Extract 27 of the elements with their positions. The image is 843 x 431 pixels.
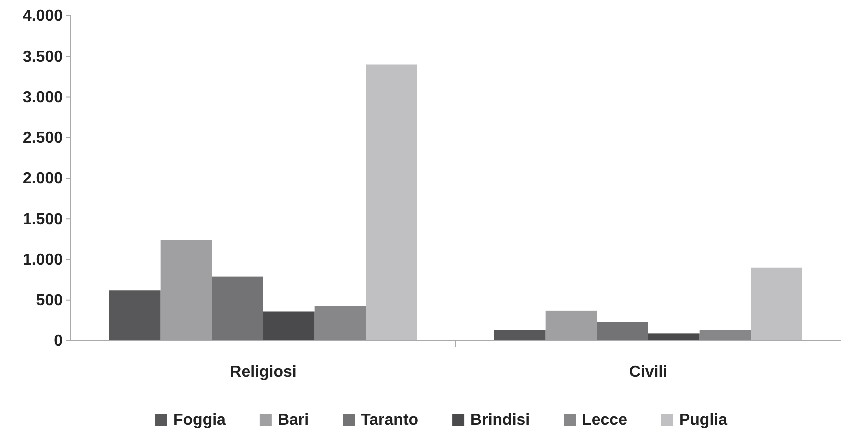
y-tick-label: 3.000 [22, 89, 64, 106]
legend-label: Lecce [582, 412, 628, 429]
legend-label: Brindisi [470, 412, 530, 429]
x-tick-label: Religiosi [230, 364, 297, 381]
bar [751, 268, 802, 341]
bar [700, 330, 752, 341]
legend-label: Foggia [174, 412, 226, 429]
bar [648, 334, 700, 341]
y-tick-label: 0 [54, 333, 64, 350]
y-tick-label: 500 [36, 292, 64, 310]
y-tick-label: 2.500 [22, 130, 64, 147]
y-tick-label: 3.500 [22, 48, 64, 66]
legend-label: Taranto [361, 412, 419, 429]
legend-label: Puglia [679, 412, 728, 429]
x-tick-label: Civili [629, 364, 668, 381]
bar [366, 64, 418, 341]
y-tick-label: 1.000 [22, 252, 64, 269]
y-tick-label: 4.000 [22, 8, 64, 26]
y-tick-label: 1.500 [22, 211, 64, 228]
legend-label: Bari [278, 412, 310, 429]
bar [212, 276, 264, 341]
bar [264, 312, 315, 341]
bar [597, 322, 648, 341]
bar [110, 290, 161, 341]
bar [314, 306, 366, 341]
y-tick-label: 2.000 [22, 170, 64, 188]
bar [494, 330, 546, 341]
